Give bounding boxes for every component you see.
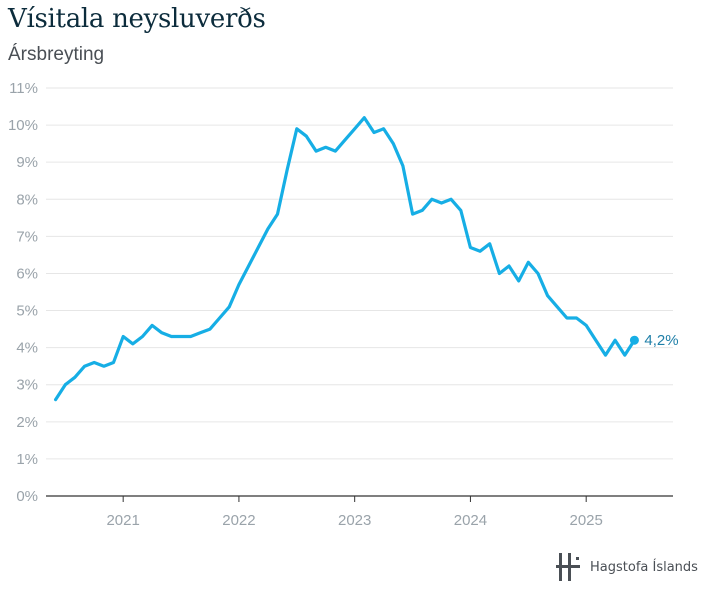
- y-tick-label: 7%: [16, 228, 38, 245]
- y-tick-label: 10%: [8, 117, 38, 134]
- x-tick-label: 2025: [569, 512, 602, 529]
- x-tick-label: 2023: [338, 512, 371, 529]
- brand-logo: Hagstofa Íslands: [556, 552, 698, 582]
- y-tick-label: 9%: [16, 154, 38, 171]
- hagstofa-logo-icon: [556, 553, 580, 581]
- x-tick-label: 2022: [222, 512, 255, 529]
- y-tick-label: 5%: [16, 303, 38, 320]
- brand-name: Hagstofa Íslands: [590, 559, 698, 575]
- x-tick-label: 2024: [454, 512, 487, 529]
- end-value-label: 4,2%: [644, 332, 678, 349]
- x-tick-label: 2021: [106, 512, 139, 529]
- y-tick-label: 0%: [16, 488, 38, 505]
- chart-title: Vísitala neysluverðs: [8, 4, 266, 34]
- y-tick-label: 1%: [16, 451, 38, 468]
- chart-subtitle: Ársbreyting: [8, 44, 105, 65]
- y-tick-label: 3%: [16, 377, 38, 394]
- y-tick-label: 8%: [16, 191, 38, 208]
- y-tick-label: 4%: [16, 340, 38, 357]
- series-line-0: [53, 116, 637, 402]
- y-tick-label: 2%: [16, 414, 38, 431]
- y-tick-label: 11%: [9, 80, 38, 97]
- series-end-point: [629, 335, 639, 345]
- y-tick-label: 6%: [16, 265, 38, 282]
